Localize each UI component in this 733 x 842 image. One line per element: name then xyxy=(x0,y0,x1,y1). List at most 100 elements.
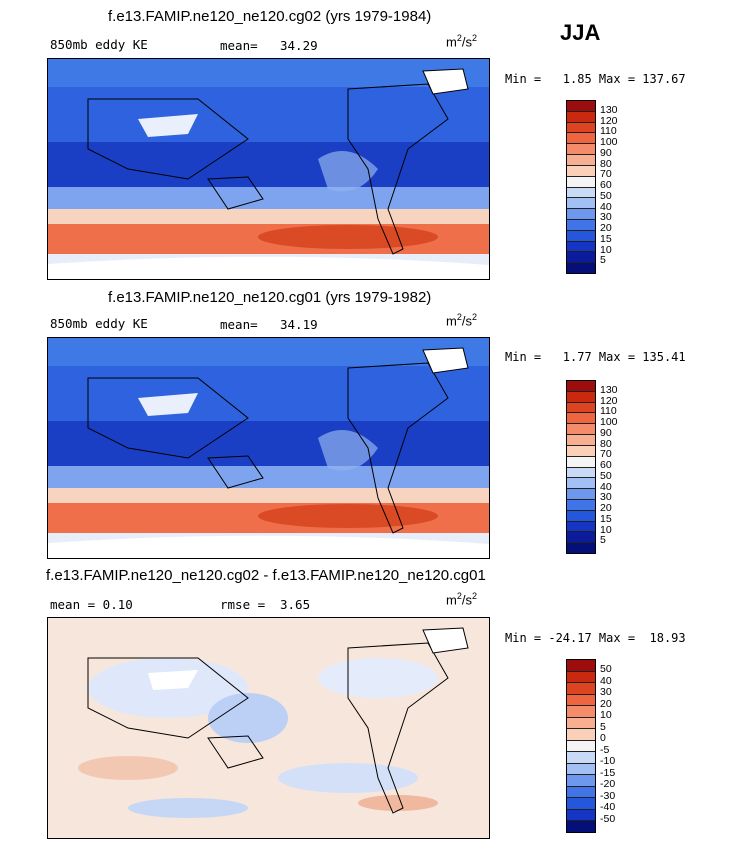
colorbar-swatch xyxy=(567,252,595,264)
colorbar-swatch xyxy=(567,263,595,273)
panel-1-colorbar-labels: 130 120 110 100 90 80 70 60 50 40 30 20 15 10 5 xyxy=(600,100,640,272)
colorbar-swatch xyxy=(567,660,595,672)
panel-3-mean-text: mean = 0.10 xyxy=(50,597,133,612)
panel-1-title: f.e13.FAMIP.ne120_ne120.cg02 (yrs 1979-1… xyxy=(108,8,432,25)
colorbar-label: 60 xyxy=(600,179,612,191)
panel-3-map-svg xyxy=(48,618,489,838)
panel-2-colorbar xyxy=(566,380,596,554)
colorbar-label: -10 xyxy=(600,755,616,768)
colorbar-label: 120 xyxy=(600,114,618,127)
colorbar-label: 40 xyxy=(600,200,612,213)
panel-2-mean-label: mean= xyxy=(220,317,258,332)
colorbar-label: -20 xyxy=(600,778,616,791)
colorbar-swatch xyxy=(567,241,595,253)
colorbar-swatch xyxy=(567,122,595,134)
colorbar-label: 20 xyxy=(600,502,612,514)
colorbar-swatch xyxy=(567,198,595,210)
panel-1-mean-label: mean= xyxy=(220,38,258,53)
colorbar-label: 50 xyxy=(600,189,612,202)
panel-3-minmax: Min = -24.17 Max = 18.93 xyxy=(505,631,686,645)
colorbar-label: 110 xyxy=(600,125,617,138)
colorbar-label: 10 xyxy=(600,523,612,536)
colorbar-label: 20 xyxy=(600,697,612,710)
colorbar-swatch xyxy=(567,798,595,810)
panel-3-units: m2/s2 xyxy=(446,591,477,608)
colorbar-swatch xyxy=(567,381,595,392)
panel-2-minmax: Min = 1.77 Max = 135.41 xyxy=(505,350,686,364)
colorbar-swatch xyxy=(567,752,595,764)
colorbar-label: 110 xyxy=(600,405,617,418)
panel-1-colorbar xyxy=(566,100,596,274)
colorbar-swatch xyxy=(567,499,595,511)
colorbar-swatch xyxy=(567,521,595,533)
panel-3-rmse-label: rmse = xyxy=(220,597,266,612)
panel-3-map xyxy=(47,617,490,839)
colorbar-label: 90 xyxy=(600,426,612,439)
panel-1-field-label: 850mb eddy KE xyxy=(50,37,148,52)
colorbar-label: 10 xyxy=(600,709,612,722)
colorbar-label: 40 xyxy=(600,674,612,687)
panel-1-mean-value: 34.29 xyxy=(280,38,318,53)
colorbar-swatch xyxy=(567,176,595,188)
colorbar-swatch xyxy=(567,413,595,425)
panel-2-map xyxy=(47,337,490,559)
colorbar-swatch xyxy=(567,543,595,553)
colorbar-swatch xyxy=(567,230,595,242)
colorbar-label: 15 xyxy=(600,512,612,525)
colorbar-swatch xyxy=(567,435,595,446)
colorbar-swatch xyxy=(567,456,595,468)
colorbar-swatch xyxy=(567,391,595,403)
colorbar-swatch xyxy=(567,111,595,123)
colorbar-swatch xyxy=(567,155,595,166)
colorbar-swatch xyxy=(567,209,595,220)
season-label: JJA xyxy=(560,20,601,45)
colorbar-label: 30 xyxy=(600,211,612,224)
colorbar-swatch xyxy=(567,219,595,231)
colorbar-swatch xyxy=(567,532,595,544)
colorbar-label: -5 xyxy=(600,743,610,756)
colorbar-label: 30 xyxy=(600,491,612,504)
colorbar-label: 70 xyxy=(600,448,612,461)
colorbar-label: -50 xyxy=(600,812,616,825)
colorbar-label: 5 xyxy=(600,254,606,267)
colorbar-swatch xyxy=(567,101,595,112)
colorbar-swatch xyxy=(567,683,595,695)
colorbar-swatch xyxy=(567,144,595,156)
panel-1-units: m2/s2 xyxy=(446,33,477,50)
colorbar-label: 130 xyxy=(600,103,618,116)
colorbar-label: 130 xyxy=(600,383,618,396)
colorbar-swatch xyxy=(567,786,595,799)
colorbar-label: -15 xyxy=(600,766,616,779)
colorbar-label: -40 xyxy=(600,801,616,814)
colorbar-label: 120 xyxy=(600,394,618,407)
panel-3-rmse-value: 3.65 xyxy=(280,597,311,612)
colorbar-swatch xyxy=(567,424,595,436)
colorbar-swatch xyxy=(567,510,595,522)
colorbar-label: 50 xyxy=(600,663,612,676)
colorbar-swatch xyxy=(567,729,595,741)
colorbar-swatch xyxy=(567,775,595,787)
colorbar-swatch xyxy=(567,165,595,177)
colorbar-swatch xyxy=(567,694,595,707)
panel-1-minmax: Min = 1.85 Max = 137.67 xyxy=(505,72,686,86)
colorbar-label: -30 xyxy=(600,789,616,802)
colorbar-label: 10 xyxy=(600,243,612,256)
colorbar-label: 80 xyxy=(600,157,612,170)
panel-2-title: f.e13.FAMIP.ne120_ne120.cg01 (yrs 1979-1… xyxy=(108,289,432,306)
panel-3-title: f.e13.FAMIP.ne120_ne120.cg02 - f.e13.FAM… xyxy=(46,567,486,584)
colorbar-label: 100 xyxy=(600,416,618,428)
colorbar-swatch xyxy=(567,467,595,479)
colorbar-swatch xyxy=(567,821,595,832)
colorbar-swatch xyxy=(567,133,595,145)
colorbar-swatch xyxy=(567,706,595,718)
panel-3-colorbar xyxy=(566,659,596,833)
colorbar-swatch xyxy=(567,763,595,776)
colorbar-swatch xyxy=(567,671,595,684)
panel-2-colorbar-labels: 130 120 110 100 90 80 70 60 50 40 30 20 15 10 5 xyxy=(600,380,640,552)
colorbar-label: 15 xyxy=(600,232,612,245)
colorbar-label: 50 xyxy=(600,469,612,482)
colorbar-swatch xyxy=(567,402,595,414)
colorbar-label: 20 xyxy=(600,222,612,234)
colorbar-swatch xyxy=(567,740,595,753)
colorbar-swatch xyxy=(567,187,595,199)
